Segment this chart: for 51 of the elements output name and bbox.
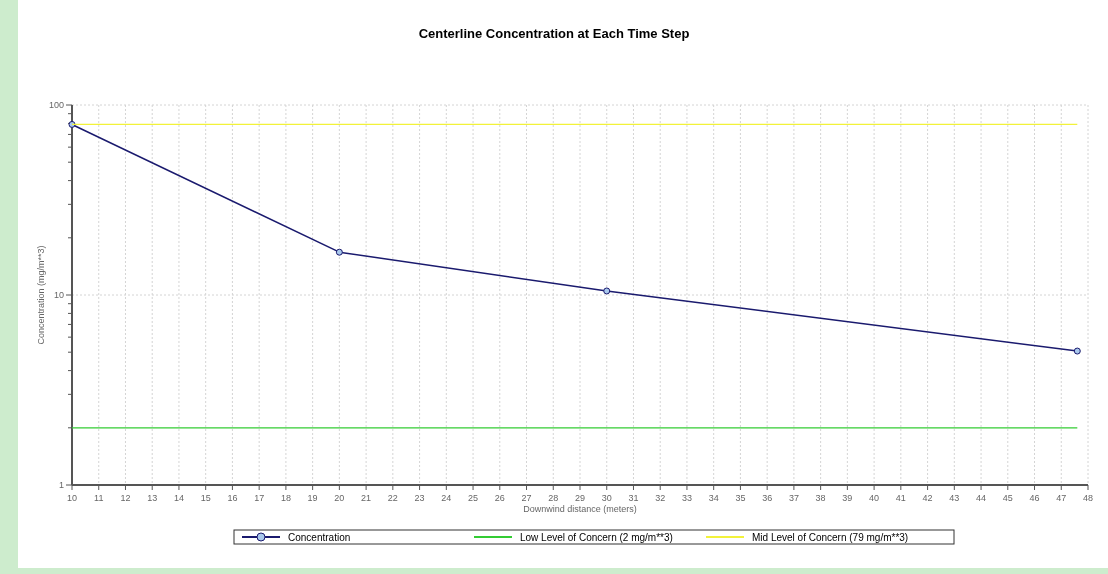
y-axis-title: Concentration (mg/m**3) [36,245,46,345]
y-tick-label: 1 [58,480,64,490]
legend-label: Low Level of Concern (2 mg/m**3) [520,532,673,543]
chart-title: Centerline Concentration at Each Time Step [418,26,690,41]
x-tick-label: 11 [94,493,104,503]
x-tick-label: 43 [949,493,960,503]
legend-label: Mid Level of Concern (79 mg/m**3) [752,532,909,543]
x-tick-label: 16 [227,493,238,503]
x-tick-label: 20 [334,493,345,503]
x-tick-label: 18 [280,493,291,503]
x-tick-label: 47 [1056,493,1067,503]
legend-label: Concentration [288,532,351,543]
x-tick-label: 36 [762,493,773,503]
x-tick-label: 39 [842,493,853,503]
x-tick-label: 17 [254,493,265,503]
x-tick-label: 40 [869,493,880,503]
x-tick-label: 42 [922,493,933,503]
x-tick-label: 21 [361,493,372,503]
x-tick-label: 41 [895,493,906,503]
y-tick-label: 10 [53,290,64,300]
x-tick-label: 27 [521,493,532,503]
x-tick-label: 26 [494,493,505,503]
x-tick-label: 23 [414,493,425,503]
x-tick-label: 19 [307,493,318,503]
x-tick-label: 25 [468,493,479,503]
x-tick-label: 24 [441,493,452,503]
x-tick-label: 34 [708,493,719,503]
x-axis-title: Downwind distance (meters) [523,504,637,514]
x-tick-label: 46 [1029,493,1040,503]
x-tick-label: 33 [681,493,692,503]
x-tick-label: 14 [173,493,184,503]
x-tick-label: 31 [628,493,639,503]
x-tick-label: 22 [387,493,398,503]
x-tick-label: 13 [147,493,158,503]
point [1073,347,1081,355]
x-tick-label: 15 [200,493,211,503]
x-tick-label: 48 [1082,493,1094,503]
x-tick-label: 30 [601,493,612,503]
x-tick-label: 12 [120,493,131,503]
x-tick-label: 37 [788,493,799,503]
point [603,287,611,295]
x-tick-label: 38 [815,493,826,503]
x-tick-label: 45 [1002,493,1013,503]
x-tick-label: 35 [735,493,746,503]
x-tick-label: 44 [976,493,987,503]
x-tick-label: 29 [574,493,586,503]
point [335,248,343,256]
x-tick-label: 32 [655,493,666,503]
y-tick-label: 100 [48,100,64,110]
x-tick-label: 28 [548,493,559,503]
x-tick-label: 10 [66,493,78,503]
